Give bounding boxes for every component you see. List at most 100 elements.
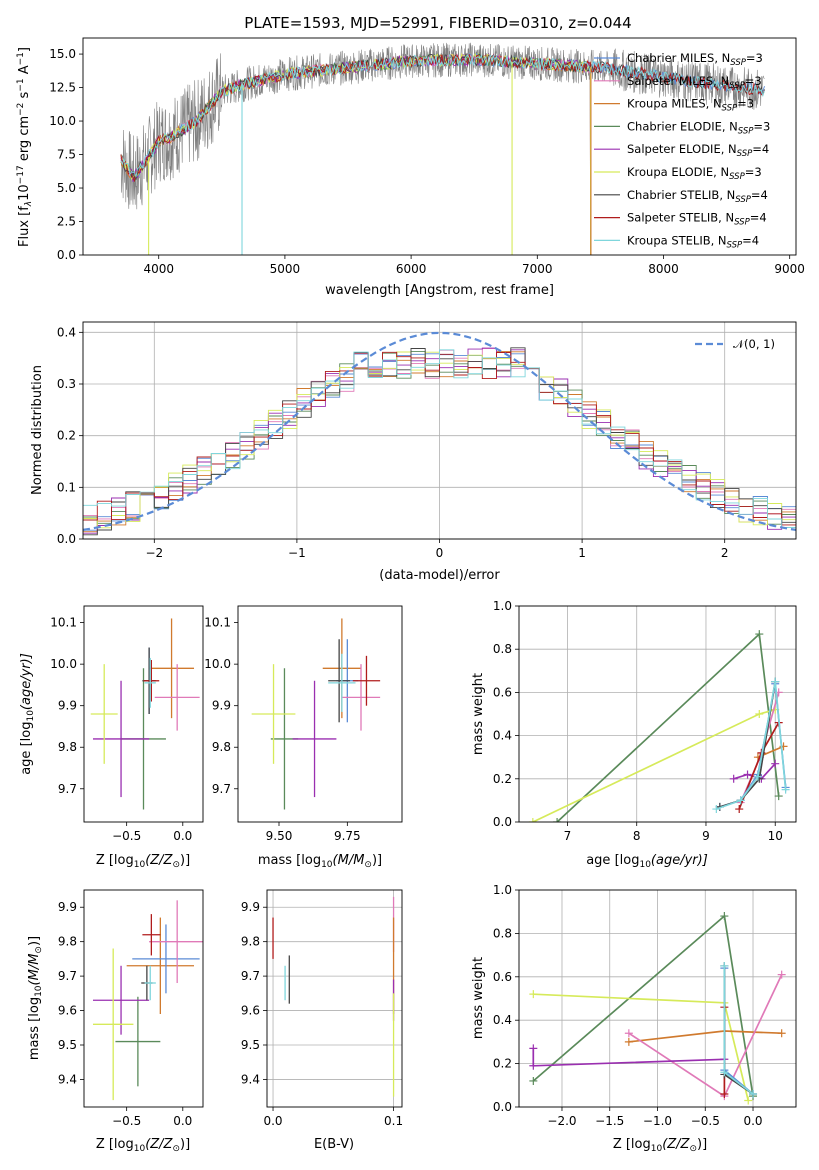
weight-marker-salpeter-elodie: [729, 774, 738, 783]
x-axis-label: mass [log10​(M/M⊙​)]: [258, 853, 382, 870]
axes-frame: [518, 605, 797, 823]
legend-label-7: Salpeter STELIB, NSSP=4: [627, 211, 767, 228]
y-tick-label-4: 0.8: [493, 642, 512, 656]
weight-marker-chabrier-elodie: [774, 792, 783, 801]
plot-area: [120, 42, 765, 255]
model-spectrum-salpeter-elodie: [120, 52, 592, 255]
x-axis-label: Z [log10​(Z/Z⊙​)]: [96, 853, 190, 870]
model-spectrum-kroupa-elodie: [120, 52, 592, 255]
weight-line-chabrier-elodie: [532, 914, 754, 1097]
model-spectrum-kroupa-stelib: [120, 54, 765, 178]
weight-marker-salpeter-elodie: [529, 1044, 538, 1053]
y-tick-label-3: 0.6: [493, 685, 512, 699]
y-tick-label-2: 9.9: [212, 699, 231, 713]
axes-frame: [83, 605, 204, 823]
weight-marker-kroupa-stelib: [771, 677, 780, 686]
figure-title: PLATE=1593, MJD=52991, FIBERID=0310, z=0…: [244, 14, 631, 32]
residuals-panel: −2 −1 0 1 2 0.0 0.1 0.2 0.3 0.4 𝒩(0, 1) (data-model…: [30, 321, 797, 583]
y-tick-label-4: 0.8: [493, 926, 512, 940]
plot-area: [528, 630, 790, 822]
x-tick-label-2: −1.0: [643, 1114, 672, 1128]
weight-marker-salpeter-stelib: [735, 805, 744, 814]
x-tick-label-3: −0.5: [691, 1114, 720, 1128]
y-tick-label-3: 10.0: [50, 657, 77, 671]
axes-frame: [83, 889, 204, 1108]
x-tick-label-1: 0.1: [384, 1114, 403, 1128]
y-tick-label-1: 0.2: [493, 772, 512, 786]
y-tick-label-6: 15.0: [49, 47, 76, 61]
y-tick-label-3: 7.5: [57, 148, 76, 162]
y-axis-label: mass weight: [471, 673, 486, 755]
y-tick-label-1: 9.5: [241, 1038, 260, 1052]
y-tick-label-3: 0.3: [57, 377, 76, 391]
axes-frame: [237, 605, 403, 823]
plot-area: [529, 912, 786, 1105]
weight-marker-chabrier-elodie: [529, 1076, 538, 1085]
y-tick-label-5: 12.5: [49, 81, 76, 95]
plot-area: [92, 900, 203, 1101]
weight-marker-kroupa-miles: [777, 1029, 786, 1038]
x-tick-label-2: 6000: [396, 262, 427, 276]
weight-marker-kroupa-stelib: [749, 1089, 758, 1098]
weight-marker-kroupa-stelib: [712, 805, 721, 814]
weight-marker-kroupa-stelib: [720, 1068, 729, 1077]
y-tick-label-2: 0.2: [57, 429, 76, 443]
y-tick-label-2: 9.9: [58, 699, 77, 713]
legend-label-4: Salpeter ELODIE, NSSP=4: [627, 142, 769, 159]
x-tick-label-4: 8000: [648, 262, 679, 276]
y-tick-label-0: 9.7: [58, 782, 77, 796]
weight-marker-salpeter-elodie: [743, 770, 752, 779]
y-tick-label-0: 9.4: [241, 1072, 260, 1086]
y-tick-label-3: 10.0: [204, 657, 231, 671]
weight-marker-chabrier-elodie: [553, 818, 562, 822]
x-axis-label: age [log10​(age/yr)]: [586, 853, 708, 870]
legend-label-5: Kroupa ELODIE, NSSP=3: [627, 165, 762, 182]
legend-label-0: Chabrier MILES, NSSP=3: [627, 51, 763, 68]
axes-frame: [82, 37, 797, 256]
model-spectrum-chabrier-elodie: [120, 53, 592, 255]
y-tick-label-3: 9.7: [58, 969, 77, 983]
x-tick-label-1: 8: [633, 829, 641, 843]
y-tick-label-4: 10.0: [49, 114, 76, 128]
y-tick-label-4: 0.4: [57, 325, 76, 339]
y-tick-label-0: 9.4: [58, 1072, 77, 1086]
weight-marker-kroupa-stelib: [753, 772, 762, 781]
weight-marker-salpeter-miles: [624, 1029, 633, 1038]
y-tick-label-1: 9.5: [58, 1038, 77, 1052]
x-tick-label-2: 9: [702, 829, 710, 843]
plot-area: [90, 618, 200, 810]
x-tick-label-1: 5000: [270, 262, 301, 276]
age-vs-mass-panel: 9.50 9.75 9.7 9.8 9.9 10.0 10.1 mass [log10​(M/…: [204, 605, 403, 870]
weight-marker-kroupa-stelib: [781, 785, 790, 794]
y-tick-label-1: 2.5: [57, 215, 76, 229]
x-tick-label-0: −2.0: [547, 1114, 576, 1128]
y-tick-label-4: 9.8: [58, 935, 77, 949]
x-tick-label-5: 9000: [774, 262, 805, 276]
x-axis-label: E(B-V): [314, 1137, 354, 1152]
y-tick-label-0: 0.0: [493, 1100, 512, 1114]
legend-label-2: Kroupa MILES, NSSP=3: [627, 97, 754, 114]
mass-vs-ebv-panel: 0.0 0.1 9.4 9.5 9.6 9.7 9.8 9.9 E(B-V): [241, 889, 403, 1152]
y-tick-label-2: 0.4: [493, 1013, 512, 1027]
weight-marker-chabrier-elodie: [720, 912, 729, 921]
weight-marker-salpeter-stelib: [720, 1089, 729, 1098]
weight-marker-kroupa-stelib: [720, 961, 729, 970]
model-spectrum-kroupa-miles: [120, 53, 592, 255]
y-tick-label-0: 0.0: [57, 248, 76, 262]
y-axis-label: mass [log10​(M/M⊙​)]: [27, 936, 44, 1060]
x-tick-label-2: 0: [436, 546, 444, 560]
weight-line-kroupa-stelib: [723, 966, 754, 1095]
x-tick-label-1: 0.0: [173, 1114, 192, 1128]
y-tick-label-2: 5.0: [57, 181, 76, 195]
y-tick-label-5: 9.9: [58, 900, 77, 914]
y-tick-label-5: 1.0: [493, 883, 512, 897]
age-vs-metallicity-panel: −0.5 0.0 9.7 9.8 9.9 10.0 10.1 Z [log10​(Z/Z⊙​)…: [19, 605, 204, 870]
y-tick-label-4: 10.1: [204, 616, 231, 630]
y-tick-label-1: 9.8: [212, 740, 231, 754]
y-tick-label-1: 0.1: [57, 480, 76, 494]
legend-label-gauss: 𝒩(0, 1): [733, 337, 775, 351]
x-tick-label-1: −1.5: [595, 1114, 624, 1128]
axes-frame: [518, 889, 797, 1108]
x-tick-label-3: 7000: [522, 262, 553, 276]
